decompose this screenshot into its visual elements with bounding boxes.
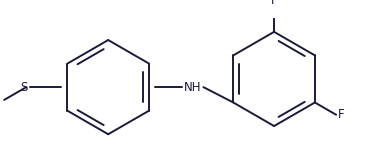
- Text: S: S: [20, 81, 28, 94]
- Text: F: F: [338, 108, 345, 121]
- Text: F: F: [271, 0, 278, 7]
- Text: NH: NH: [184, 81, 202, 94]
